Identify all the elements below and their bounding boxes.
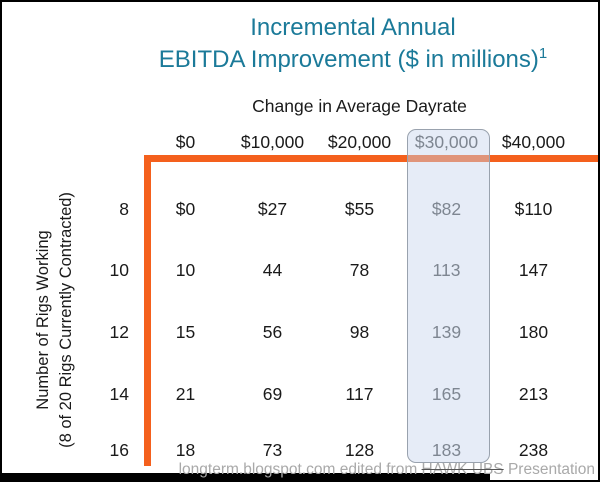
table-row: $0 $27 $55 $82 $110 <box>142 198 577 220</box>
table-cell: 69 <box>262 384 283 404</box>
row-label: 16 <box>109 440 129 460</box>
table-cell: $27 <box>257 199 288 219</box>
column-header: $20,000 <box>327 132 392 152</box>
table-cell: 180 <box>518 322 549 342</box>
highlighted-column-box <box>407 129 490 463</box>
chart-title-line1: Incremental Annual <box>250 14 456 41</box>
table-cell-highlighted: 165 <box>431 384 462 404</box>
table-row: 18 73 128 183 238 <box>142 439 577 461</box>
chart-title: Incremental Annual EBITDA Improvement ($… <box>107 12 598 76</box>
x-axis-title: Change in Average Dayrate <box>252 96 467 116</box>
axis-line-vertical <box>144 155 151 466</box>
watermark: longterm.blogspot.com edited from HAWK U… <box>2 460 595 479</box>
column-header-highlighted: $30,000 <box>414 132 479 152</box>
watermark-suffix: Presentation <box>503 461 595 478</box>
table-cell-highlighted: 183 <box>431 440 462 460</box>
row-label: 8 <box>119 199 129 219</box>
table-cell: $110 <box>514 199 553 219</box>
table-row: 10 44 78 113 147 <box>142 259 577 281</box>
column-header-row: $0 $10,000 $20,000 $30,000 $40,000 <box>142 131 577 153</box>
table-cell: 15 <box>175 322 196 342</box>
table-cell: 10 <box>175 260 196 280</box>
row-label: 14 <box>109 384 129 404</box>
row-label: 10 <box>109 260 129 280</box>
watermark-struck-text: HAWK UBS <box>421 461 504 478</box>
axis-line-horizontal <box>144 155 598 162</box>
table-cell: 44 <box>262 260 283 280</box>
row-label: 12 <box>109 322 129 342</box>
table-cell: 73 <box>262 440 283 460</box>
table-row: 15 56 98 139 180 <box>142 321 577 343</box>
table-cell: 56 <box>262 322 283 342</box>
bottom-border-bar <box>2 473 490 480</box>
y-axis-title-line1: Number of Rigs Working <box>34 230 52 410</box>
table-cell: 238 <box>518 440 549 460</box>
table-cell: 21 <box>175 384 196 404</box>
watermark-prefix: longterm.blogspot.com edited from <box>178 461 422 478</box>
table-cell: 98 <box>349 322 370 342</box>
table-row: 21 69 117 165 213 <box>142 383 577 405</box>
y-axis-title-line2: (8 of 20 Rigs Currently Contracted) <box>57 192 75 448</box>
table-cell-highlighted: 139 <box>431 322 462 342</box>
table-cell-highlighted: $82 <box>431 199 462 219</box>
table-cell: $0 <box>175 199 196 219</box>
column-header: $40,000 <box>501 132 566 152</box>
column-header: $0 <box>175 132 196 152</box>
table-cell: 128 <box>344 440 375 460</box>
table-cell: $55 <box>344 199 375 219</box>
table-cell: 117 <box>345 384 374 404</box>
table-cell: 213 <box>518 384 549 404</box>
table-cell-highlighted: 113 <box>432 260 461 280</box>
footnote-marker: 1 <box>538 45 548 62</box>
chart-title-line2: EBITDA Improvement ($ in millions)1 <box>158 45 548 73</box>
table-cell: 147 <box>518 260 549 280</box>
column-header: $10,000 <box>240 132 305 152</box>
table-cell: 18 <box>175 440 196 460</box>
y-axis-title: Number of Rigs Working (8 of 20 Rigs Cur… <box>32 192 78 448</box>
table-cell: 78 <box>349 260 370 280</box>
